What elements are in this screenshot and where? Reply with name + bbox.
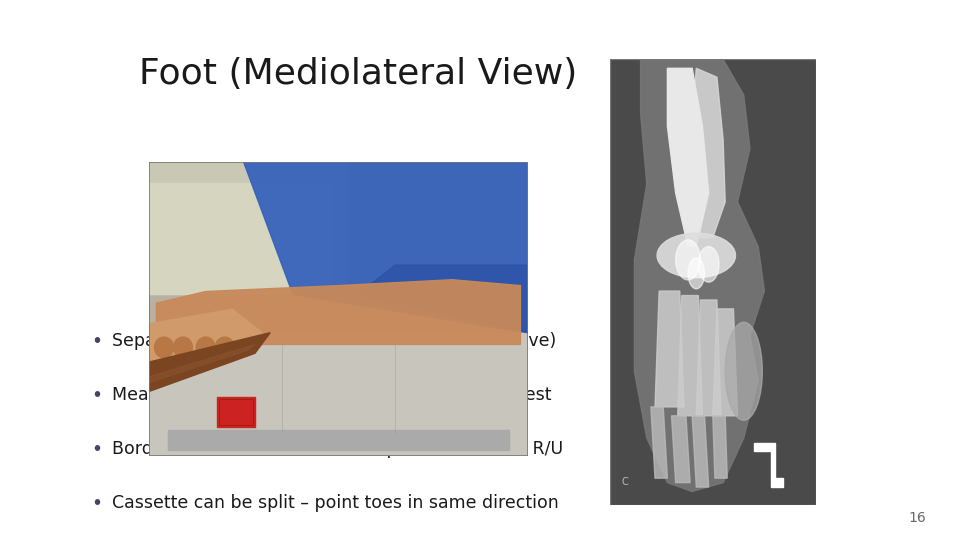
Text: Foot (Mediolateral View): Foot (Mediolateral View) <box>139 57 578 91</box>
Text: •: • <box>91 494 103 513</box>
Ellipse shape <box>174 337 192 357</box>
Text: •: • <box>91 386 103 405</box>
Ellipse shape <box>657 233 735 278</box>
Polygon shape <box>655 291 684 407</box>
Polygon shape <box>692 69 725 238</box>
Polygon shape <box>651 407 667 478</box>
Polygon shape <box>678 295 703 416</box>
Polygon shape <box>712 309 737 416</box>
Bar <box>149 183 331 294</box>
Polygon shape <box>149 309 263 374</box>
Text: Borders – Proximal 1/3 metacarpus to distal 1/3 R/U: Borders – Proximal 1/3 metacarpus to dis… <box>112 440 564 458</box>
Ellipse shape <box>698 246 719 282</box>
Text: •: • <box>91 332 103 351</box>
Polygon shape <box>156 280 520 345</box>
Polygon shape <box>712 416 728 478</box>
Text: 16: 16 <box>909 511 926 525</box>
Polygon shape <box>754 443 783 487</box>
Polygon shape <box>149 345 255 383</box>
Ellipse shape <box>676 240 701 280</box>
Ellipse shape <box>725 322 762 420</box>
Polygon shape <box>667 69 708 246</box>
Polygon shape <box>696 300 721 416</box>
Ellipse shape <box>155 337 174 357</box>
Polygon shape <box>244 162 528 333</box>
Polygon shape <box>672 416 690 483</box>
Text: Cassette can be split – point toes in same direction: Cassette can be split – point toes in sa… <box>112 494 559 512</box>
Text: Measure & center primary beam at site of interest: Measure & center primary beam at site of… <box>112 386 552 404</box>
Bar <box>168 430 509 450</box>
Ellipse shape <box>688 258 705 289</box>
Bar <box>217 397 255 427</box>
Polygon shape <box>635 59 764 491</box>
Polygon shape <box>692 416 708 487</box>
Bar <box>149 162 346 294</box>
Ellipse shape <box>215 337 234 357</box>
Text: •: • <box>91 440 103 459</box>
Polygon shape <box>149 333 270 392</box>
Bar <box>149 333 528 456</box>
Ellipse shape <box>196 337 215 357</box>
Text: Separate digits with tape (cotton isn’t as effective): Separate digits with tape (cotton isn’t … <box>112 332 557 350</box>
Bar <box>219 399 253 426</box>
Polygon shape <box>357 265 528 333</box>
Text: C: C <box>622 477 629 487</box>
